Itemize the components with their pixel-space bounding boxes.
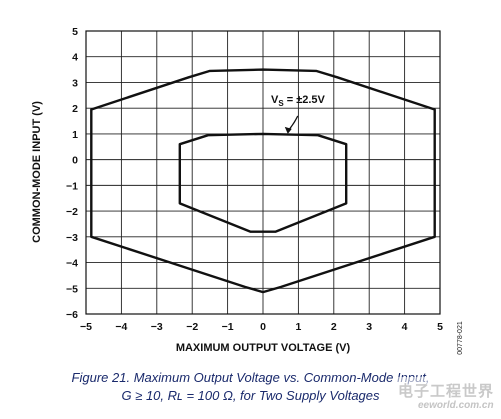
- y-tick-label: −4: [66, 258, 78, 270]
- series-line-1: [90, 68, 436, 294]
- y-tick-label: −1: [66, 180, 78, 192]
- y-tick-label: 4: [72, 52, 78, 64]
- annotation: VS = ±2.5V: [271, 94, 326, 134]
- watermark-text: 电子工程世界: [398, 382, 495, 400]
- x-tick-label: −1: [222, 321, 234, 333]
- y-tick-label: 0: [72, 155, 78, 167]
- x-tick-label: −4: [115, 321, 127, 333]
- annotation-arrow: [288, 115, 299, 131]
- y-tick-label: 5: [72, 26, 78, 38]
- y-tick-label: 2: [72, 103, 78, 115]
- x-tick-label: 3: [366, 321, 372, 333]
- x-tick-label: 2: [331, 321, 337, 333]
- y-axis-title: COMMON-MODE INPUT (V): [31, 101, 43, 243]
- figure-id: 00778-021: [457, 321, 464, 355]
- y-tick-label: 1: [72, 129, 78, 141]
- grid: [85, 30, 441, 315]
- plot-frame: [85, 30, 441, 315]
- y-tick-label: −3: [66, 232, 78, 244]
- y-tick-label: −6: [66, 309, 78, 321]
- watermark-url: eeworld.com.cn: [418, 400, 494, 411]
- annotation-label: VS = ±2.5V: [271, 94, 326, 108]
- series-layer: [90, 68, 436, 294]
- x-tick-label: −3: [151, 321, 163, 333]
- x-tick-label: 4: [402, 321, 408, 333]
- annotation-arrowhead: [284, 126, 292, 134]
- x-axis-title: MAXIMUM OUTPUT VOLTAGE (V): [176, 342, 351, 354]
- y-tick-label: −2: [66, 206, 78, 218]
- y-tick-label: −5: [66, 283, 78, 295]
- series-line-2: [178, 132, 348, 233]
- watermark-backdrop: [396, 377, 500, 417]
- y-tick-label: 3: [72, 77, 78, 89]
- x-tick-label: 1: [295, 321, 301, 333]
- figure-caption-line-1: Figure 21. Maximum Output Voltage vs. Co…: [71, 370, 430, 385]
- x-tick-label: −2: [186, 321, 198, 333]
- figure-caption-line-2: G ≥ 10, Rʟ = 100 Ω, for Two Supply Volta…: [121, 388, 380, 403]
- x-tick-label: 5: [437, 321, 443, 333]
- x-tick-label: 0: [260, 321, 266, 333]
- x-tick-label: −5: [80, 321, 92, 333]
